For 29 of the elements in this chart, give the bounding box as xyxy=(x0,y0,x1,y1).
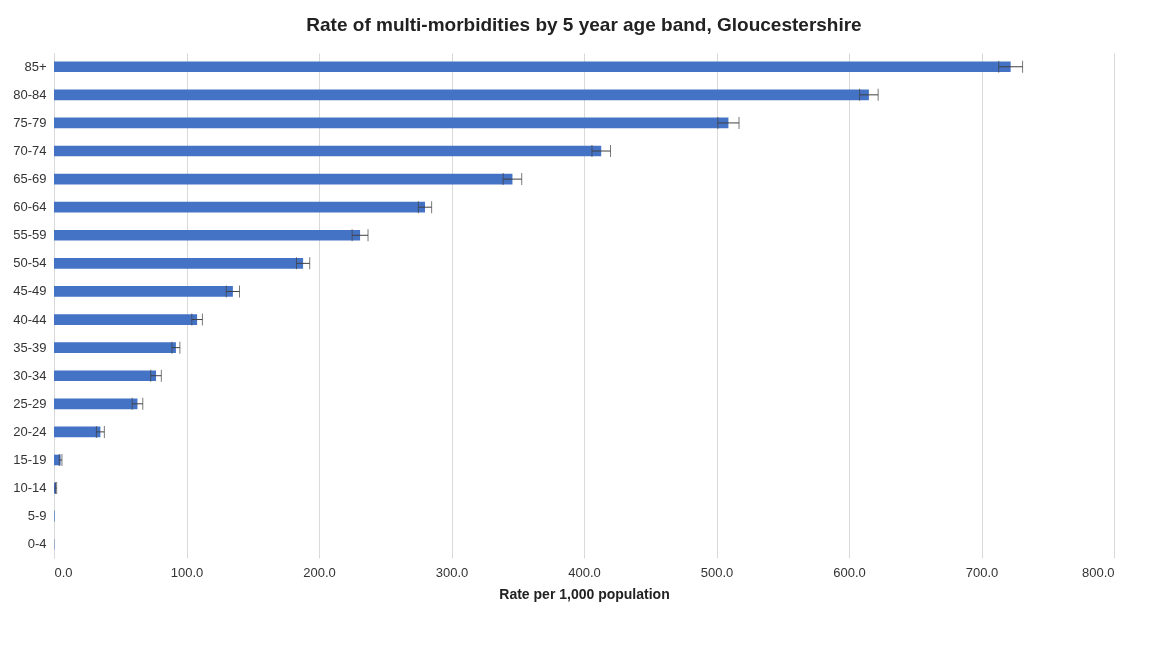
y-tick-label: 10-14 xyxy=(13,480,47,496)
y-tick-label: 40-44 xyxy=(13,311,47,327)
y-tick-label: 30-34 xyxy=(13,367,47,383)
x-tick-label: 600.0 xyxy=(833,564,866,580)
y-tick-label: 35-39 xyxy=(13,339,47,355)
x-tick-label: 500.0 xyxy=(700,564,734,580)
chart-title: Rate of multi-morbidities by 5 year age band, Gloucestershire xyxy=(306,14,862,35)
y-tick-label: 70-74 xyxy=(13,143,47,159)
y-tick-label: 60-64 xyxy=(13,199,47,215)
x-tick-label: 700.0 xyxy=(965,564,999,580)
y-tick-label: 25-29 xyxy=(13,395,47,411)
x-tick-label: 400.0 xyxy=(568,564,601,580)
y-tick-label: 50-54 xyxy=(13,255,47,271)
x-tick-label: 800.0 xyxy=(1081,564,1115,580)
x-tick-label: 300.0 xyxy=(435,564,469,580)
x-tick-label: 0.0 xyxy=(54,564,73,580)
y-tick-label: 75-79 xyxy=(13,114,47,130)
y-tick-label: 55-59 xyxy=(13,227,47,243)
y-tick-label: 45-49 xyxy=(13,283,47,299)
y-tick-label: 5-9 xyxy=(27,508,47,524)
y-tick-label: 65-69 xyxy=(13,171,47,187)
x-tick-label: 200.0 xyxy=(303,564,336,580)
y-tick-label: 15-19 xyxy=(13,451,47,467)
y-tick-label: 80-84 xyxy=(13,86,47,102)
y-tick-label: 20-24 xyxy=(13,423,47,439)
x-axis-title: Rate per 1,000 population xyxy=(499,585,670,602)
y-tick-label: 0-4 xyxy=(27,536,47,552)
x-tick-label: 100.0 xyxy=(170,564,204,580)
y-tick-label: 85+ xyxy=(24,58,47,74)
